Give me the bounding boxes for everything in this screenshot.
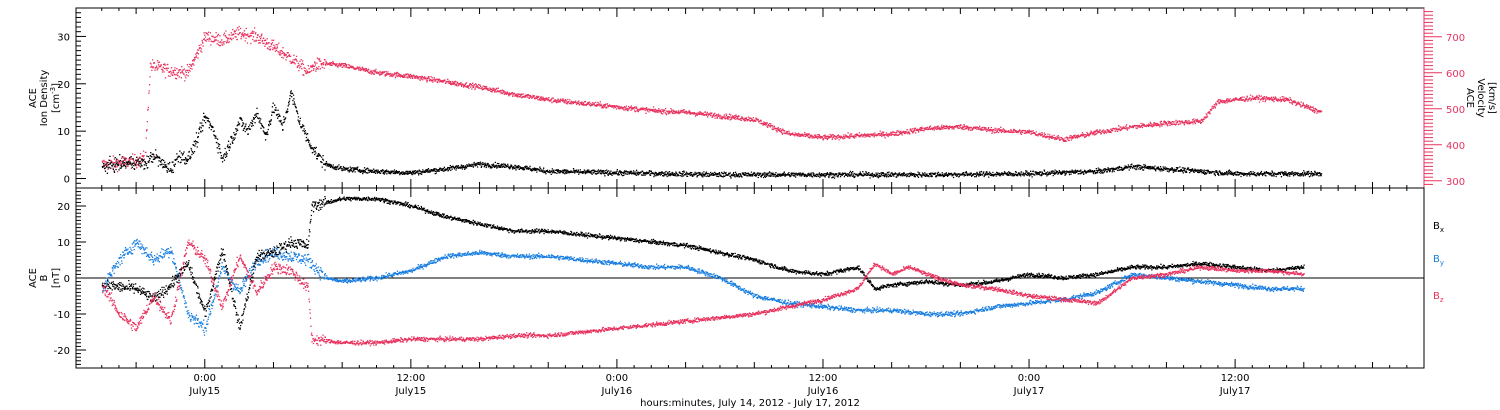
legend-entry-sub: z bbox=[1440, 296, 1444, 304]
bz-series bbox=[101, 239, 1305, 347]
top-left-unit-suffix: ] bbox=[51, 83, 62, 87]
x-tick-label-time: 12:00 bbox=[809, 373, 838, 384]
top-right-tick-label: 300 bbox=[1446, 177, 1465, 188]
top-right-tick-label: 400 bbox=[1446, 141, 1465, 152]
x-tick-label-time: 0:00 bbox=[606, 373, 628, 384]
bottom-left-label-line2: B bbox=[39, 274, 50, 281]
top-left-tick-label: 10 bbox=[57, 127, 70, 138]
bottom-left-axis-ticks: -20 -10 0 10 20 bbox=[54, 191, 86, 365]
x-tick-label-time: 12:00 bbox=[396, 373, 425, 384]
top-right-label-line2: Velocity bbox=[1475, 78, 1486, 117]
legend-entry-sub: x bbox=[1440, 226, 1444, 234]
x-axis-labels: 0:00 July15 12:00 July15 0:00 July16 12:00 July… bbox=[188, 373, 1250, 397]
x-tick-label-day: July17 bbox=[1013, 386, 1045, 397]
bottom-left-tick-label: 10 bbox=[57, 238, 70, 249]
top-panel-frame bbox=[75, 7, 1425, 189]
x-axis-title: hours:minutes, July 14, 2012 - July 17, … bbox=[640, 398, 860, 409]
x-tick-label-time: 12:00 bbox=[1221, 373, 1250, 384]
legend-entry-name: B bbox=[1433, 254, 1440, 265]
top-left-tick-label: 30 bbox=[57, 32, 70, 43]
legend-entry-sub: y bbox=[1440, 259, 1444, 267]
bottom-left-tick-label: 20 bbox=[57, 202, 70, 213]
density-series bbox=[101, 90, 1323, 179]
bottom-left-unit: [nT] bbox=[51, 268, 62, 288]
top-left-label-line2: Ion Density bbox=[39, 70, 50, 127]
legend-entry-name: B bbox=[1433, 221, 1440, 232]
top-left-tick-label: 20 bbox=[57, 80, 70, 91]
by-series bbox=[101, 238, 1305, 336]
top-right-axis-ticks: 300 400 500 600 700 bbox=[1423, 8, 1465, 188]
top-left-label-line1: ACE bbox=[28, 88, 39, 108]
bottom-series bbox=[101, 196, 1305, 347]
top-x-axis-ticks bbox=[101, 8, 1408, 188]
top-right-tick-label: 700 bbox=[1446, 33, 1465, 44]
top-right-label-line1: ACE bbox=[1464, 88, 1475, 108]
top-right-tick-label: 600 bbox=[1446, 69, 1465, 80]
x-tick-label-time: 0:00 bbox=[194, 373, 216, 384]
top-left-tick-label: 0 bbox=[64, 175, 70, 186]
top-left-axis-ticks: 0 10 20 30 bbox=[57, 12, 86, 186]
top-right-unit: [km/s] bbox=[1486, 82, 1497, 114]
legend-entry-name: B bbox=[1433, 291, 1440, 302]
bx-series bbox=[101, 196, 1305, 331]
x-tick-label-day: July15 bbox=[394, 386, 426, 397]
top-left-unit: [cm-3] bbox=[49, 83, 62, 113]
legend-entry-by: By bbox=[1433, 254, 1444, 267]
top-series bbox=[101, 25, 1323, 179]
bottom-left-label-line1: ACE bbox=[28, 268, 39, 288]
bottom-x-axis-ticks bbox=[101, 188, 1408, 368]
bottom-left-tick-label: -20 bbox=[54, 346, 70, 357]
x-tick-label-day: July16 bbox=[601, 386, 633, 397]
top-right-tick-label: 500 bbox=[1446, 105, 1465, 116]
x-tick-label-time: 0:00 bbox=[1018, 373, 1040, 384]
x-tick-label-day: July17 bbox=[1219, 386, 1251, 397]
x-tick-label-day: July16 bbox=[807, 386, 839, 397]
top-left-unit-prefix: [cm bbox=[51, 94, 62, 113]
top-left-unit-sup: -3 bbox=[49, 87, 57, 94]
x-tick-label-day: July15 bbox=[188, 386, 220, 397]
bottom-left-tick-label: 0 bbox=[64, 274, 70, 285]
velocity-series bbox=[101, 25, 1323, 173]
bottom-left-tick-label: -10 bbox=[54, 310, 70, 321]
legend-entry-bz: Bz bbox=[1433, 291, 1444, 304]
legend-entry-bx: Bx bbox=[1433, 221, 1444, 234]
